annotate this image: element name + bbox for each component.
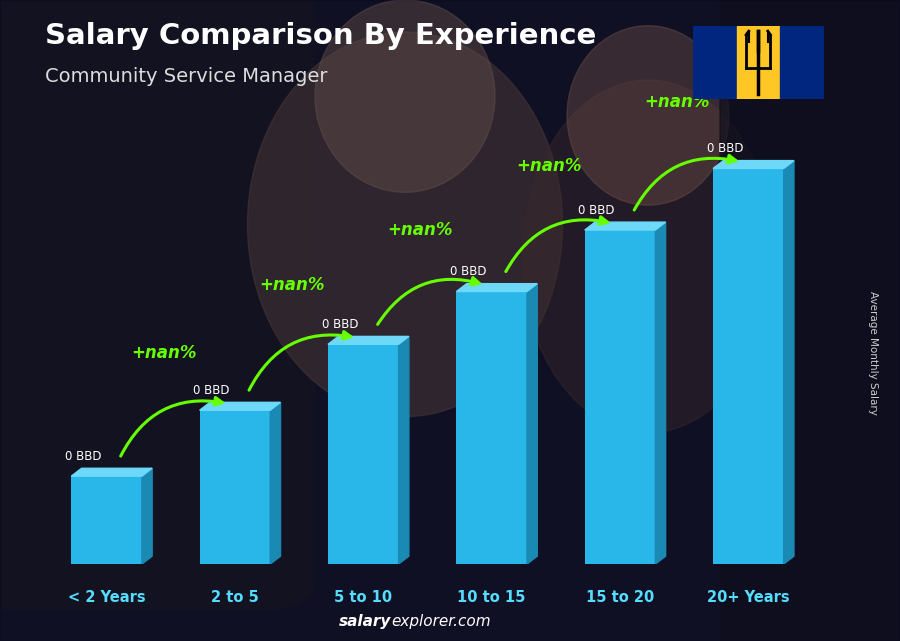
Text: +nan%: +nan% xyxy=(644,94,710,112)
Polygon shape xyxy=(784,161,794,564)
Text: 2 to 5: 2 to 5 xyxy=(212,590,259,606)
Polygon shape xyxy=(142,469,152,564)
Text: 0 BBD: 0 BBD xyxy=(65,450,102,463)
Text: 10 to 15: 10 to 15 xyxy=(457,590,526,606)
Text: 5 to 10: 5 to 10 xyxy=(334,590,392,606)
Polygon shape xyxy=(71,469,152,476)
Bar xyxy=(456,292,527,564)
Polygon shape xyxy=(527,284,537,564)
Ellipse shape xyxy=(567,26,729,205)
Polygon shape xyxy=(399,337,409,564)
Text: 0 BBD: 0 BBD xyxy=(194,384,230,397)
Text: 0 BBD: 0 BBD xyxy=(706,142,743,155)
Text: 20+ Years: 20+ Years xyxy=(707,590,789,606)
Text: 0 BBD: 0 BBD xyxy=(450,265,487,278)
FancyBboxPatch shape xyxy=(720,0,900,641)
Text: 0 BBD: 0 BBD xyxy=(579,204,615,217)
Bar xyxy=(71,476,142,564)
Bar xyxy=(328,344,399,564)
Polygon shape xyxy=(328,337,409,344)
Bar xyxy=(736,26,780,99)
Text: Community Service Manager: Community Service Manager xyxy=(45,67,328,87)
Text: Salary Comparison By Experience: Salary Comparison By Experience xyxy=(45,22,596,51)
Text: 15 to 20: 15 to 20 xyxy=(586,590,654,606)
Bar xyxy=(780,26,824,99)
Bar xyxy=(585,230,655,564)
Polygon shape xyxy=(270,403,281,564)
Text: 0 BBD: 0 BBD xyxy=(321,318,358,331)
Text: +nan%: +nan% xyxy=(259,276,325,294)
Bar xyxy=(693,26,736,99)
Ellipse shape xyxy=(315,0,495,192)
Ellipse shape xyxy=(248,32,562,417)
Text: salary: salary xyxy=(339,615,392,629)
Bar xyxy=(200,410,270,564)
FancyBboxPatch shape xyxy=(0,0,315,609)
Bar xyxy=(713,169,784,564)
Ellipse shape xyxy=(522,80,774,433)
Polygon shape xyxy=(456,284,537,292)
Text: +nan%: +nan% xyxy=(131,344,196,362)
Text: < 2 Years: < 2 Years xyxy=(68,590,146,606)
Text: +nan%: +nan% xyxy=(516,157,581,175)
Polygon shape xyxy=(713,161,794,169)
Polygon shape xyxy=(585,222,666,230)
Text: explorer.com: explorer.com xyxy=(392,615,491,629)
Polygon shape xyxy=(200,403,281,410)
Text: Average Monthly Salary: Average Monthly Salary xyxy=(868,290,878,415)
Text: +nan%: +nan% xyxy=(388,221,454,239)
Polygon shape xyxy=(655,222,666,564)
